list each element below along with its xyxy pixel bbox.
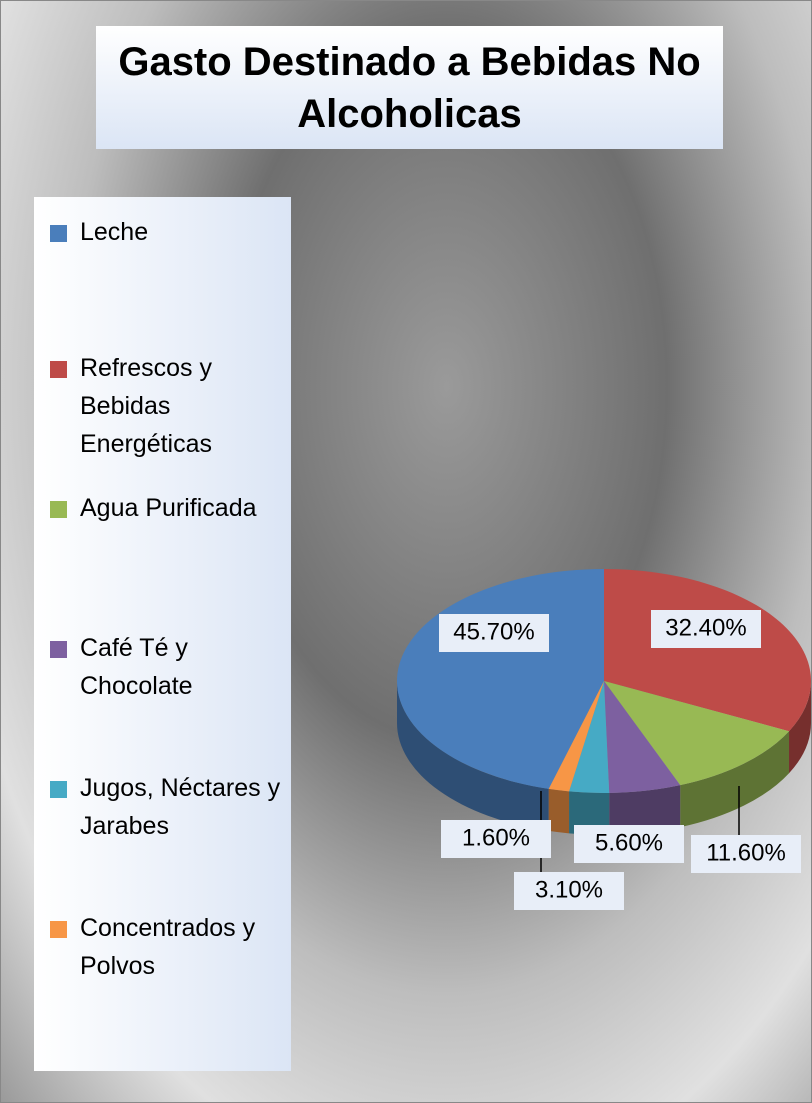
slice (569, 681, 610, 793)
slice (548, 681, 604, 792)
value-label-box (439, 614, 549, 652)
value-label-box (514, 872, 624, 910)
legend-swatch (50, 641, 67, 658)
legend-swatch (50, 781, 67, 798)
legend-label: Concentrados y Polvos (80, 914, 256, 980)
slice-side (609, 785, 681, 835)
legend-entry: Agua Purificada (48, 489, 288, 527)
legend-label: Jugos, Néctares y Jarabes (80, 774, 281, 840)
value-label-box (441, 820, 551, 858)
value-label-box (574, 825, 684, 863)
legend-entry: Leche (48, 213, 288, 251)
legend-entry: Concentrados y Polvos (48, 909, 288, 985)
legend: Leche Refrescos y Bebidas Energéticas Agua… (34, 197, 291, 1071)
value-label: 11.60% (706, 839, 786, 866)
slice (604, 681, 681, 793)
legend-swatch (50, 921, 67, 938)
value-label: 5.60% (595, 829, 663, 856)
slice-side (680, 731, 790, 828)
legend-swatch (50, 225, 67, 242)
legend-label: Refrescos y Bebidas Energéticas (80, 354, 213, 458)
legend-entry: Refrescos y Bebidas Energéticas (48, 349, 288, 463)
pie-sides (396, 681, 811, 835)
value-label-box (691, 835, 801, 873)
legend-swatch (50, 501, 67, 518)
value-label-box (651, 610, 761, 648)
value-label: 3.10% (535, 876, 603, 903)
legend-label: Leche (80, 218, 149, 246)
chart-title: Gasto Destinado a Bebidas No Alcoholicas (96, 26, 723, 149)
pie-tops (396, 569, 811, 793)
slice-side (548, 788, 570, 834)
slice-side (789, 681, 811, 774)
slice-side (396, 681, 549, 831)
value-label: 32.40% (665, 614, 746, 641)
slice (604, 569, 811, 732)
legend-entry: Jugos, Néctares y Jarabes (48, 769, 288, 845)
slice-side (569, 791, 610, 835)
legend-entry: Café Té y Chocolate (48, 629, 288, 705)
value-label: 45.70% (453, 618, 534, 645)
slice (604, 681, 790, 786)
value-label: 1.60% (462, 824, 530, 851)
legend-label: Agua Purificada (80, 494, 257, 522)
legend-swatch (50, 361, 67, 378)
legend-label: Café Té y Chocolate (80, 634, 193, 700)
